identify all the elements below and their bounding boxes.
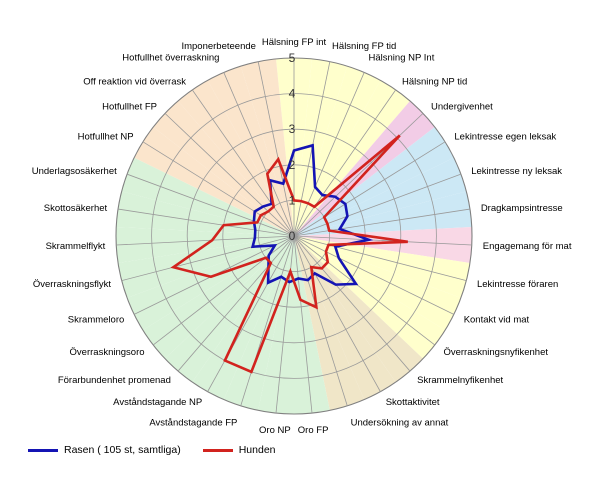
sector-overraskningsnyfikenhet <box>294 236 446 359</box>
category-label-undergivenhet: Undergivenhet <box>431 101 493 112</box>
category-label-skottosakerhet: Skottosäkerhet <box>44 203 108 214</box>
category-label-skrammelnyfikenhet: Skrammelnyfikenhet <box>417 375 503 386</box>
category-label-dragkampsintresse: Dragkampsintresse <box>481 203 563 214</box>
spoke-overraskningsflykt <box>121 235 295 282</box>
legend-item-hunden: Hunden <box>202 444 276 456</box>
spoke-oro-np <box>275 235 295 414</box>
spoke-forarbundenhet-promenad <box>177 235 295 372</box>
category-label-avstandstagande-fp: Avståndstagande FP <box>149 417 237 428</box>
category-label-halsning-fp-tid: Hälsning FP tid <box>332 41 396 52</box>
radial-tick-labels: 0 1 2 3 4 5 <box>289 51 296 243</box>
category-label-hotfullhet-overraskning: Hotfullhet överraskning <box>122 52 219 63</box>
spoke-underlagsosakerhet <box>126 173 295 237</box>
sector-halsning-np-int <box>294 66 381 236</box>
sector-skottosakerhet <box>116 191 294 236</box>
spoke-overraskningsnyfikenhet <box>293 235 436 346</box>
sector-overraskningsflykt <box>118 236 294 298</box>
sector-forarbundenhet-promenad <box>164 236 294 383</box>
spoke-skrammelflykt <box>116 235 295 246</box>
category-label-halsning-fp-int: Hälsning FP int <box>262 37 327 48</box>
spoke-hotfullhet-np <box>142 141 295 237</box>
r-tick-label-0: 0 <box>289 229 296 243</box>
sector-skrammelnyfikenhet <box>294 236 424 383</box>
spoke-engagemang-for-mat <box>293 235 472 246</box>
legend-label-rasen: Rasen ( 105 st, samtliga) <box>64 444 181 456</box>
sector-off-reaktion-vid-overrask <box>178 80 294 237</box>
sector-halsning-fp-tid <box>294 58 348 236</box>
legend-swatch-rasen <box>28 448 58 452</box>
category-label-avstandstagande-np: Avståndstagande NP <box>113 397 202 408</box>
category-label-oro-np: Oro NP <box>259 425 291 436</box>
r-tick-label-1: 1 <box>289 193 296 207</box>
spoke-skottaktivitet <box>293 235 381 392</box>
spoke-lekintresse-foraren <box>293 235 467 282</box>
data-series <box>170 134 408 374</box>
spoke-kontakt-vid-mat <box>293 235 454 315</box>
sector-kontakt-vid-mat <box>294 236 461 331</box>
legend-label-hunden: Hunden <box>238 444 276 456</box>
sector-lekintresse-ny-leksak <box>294 157 467 236</box>
spoke-undergivenhet <box>293 113 424 237</box>
spoke-lekintresse-egen-leksak <box>293 141 446 237</box>
spoke-hotfullhet-fp <box>164 113 295 237</box>
spoke-halsning-np-tid <box>293 89 397 237</box>
category-label-overraskningsoro: Överraskningsoro <box>70 347 145 358</box>
spoke-skrammelnyfikenhet <box>293 235 411 372</box>
category-label-skrammelflykt: Skrammelflykt <box>46 241 106 252</box>
spoke-lekintresse-ny-leksak <box>293 173 462 237</box>
series-line-hunden <box>170 134 408 374</box>
category-label-kontakt-vid-mat: Kontakt vid mat <box>464 315 530 326</box>
radar-grid <box>115 57 473 415</box>
category-label-overraskningsflykt: Överraskningsflykt <box>33 279 111 290</box>
category-label-lekintresse-ny-leksak: Lekintresse ny leksak <box>471 166 562 177</box>
legend-swatch-hunden <box>202 448 233 452</box>
sector-underlagsosakerhet <box>121 157 295 236</box>
sector-imponerbeteende <box>240 58 294 236</box>
r-tick-label-4: 4 <box>289 87 296 101</box>
category-label-halsning-np-int: Hälsning NP Int <box>369 52 435 63</box>
category-label-lekintresse-foraren: Lekintresse föraren <box>477 279 558 290</box>
spoke-halsning-np-int <box>293 72 365 237</box>
category-label-imponerbeteende: Imponerbeteende <box>181 41 255 52</box>
category-label-off-reaktion-vid-overrask: Off reaktion vid överrask <box>83 76 186 87</box>
spoke-undersokning-av-annat <box>293 235 348 406</box>
spoke-dragkampsintresse <box>293 208 471 237</box>
spoke-oro-fp <box>293 235 313 414</box>
colored-sectors <box>116 57 472 414</box>
category-label-overraskningsnyfikenhet: Överraskningsnyfikenhet <box>443 347 548 358</box>
spoke-off-reaktion-vid-overrask <box>191 89 295 237</box>
r-tick-label-3: 3 <box>289 122 296 136</box>
sector-dragkampsintresse <box>294 191 472 236</box>
legend: Rasen ( 105 st, samtliga) Hunden <box>28 444 298 456</box>
sector-lekintresse-egen-leksak <box>294 127 454 236</box>
spoke-skottosakerhet <box>117 208 295 237</box>
category-label-hotfullhet-np: Hotfullhet NP <box>78 132 134 143</box>
spoke-hotfullhet-overraskning <box>223 72 295 237</box>
category-label-undersokning-av-annat: Undersökning av annat <box>351 417 449 428</box>
sector-undersokning-av-annat <box>294 236 365 411</box>
r-tick-label-2: 2 <box>289 158 296 172</box>
r-tick-label-5: 5 <box>289 51 296 65</box>
sector-hotfullhet-np <box>134 127 294 236</box>
category-label-skottaktivitet: Skottaktivitet <box>386 397 440 408</box>
spoke-imponerbeteende <box>257 61 295 237</box>
category-label-underlagsosakerhet: Underlagsosäkerhet <box>32 166 117 177</box>
category-label-oro-fp: Oro FP <box>298 425 329 436</box>
category-label-forarbundenhet-promenad: Förarbundenhet promenad <box>58 375 171 386</box>
spoke-avstandstagande-np <box>207 235 295 392</box>
category-label-lekintresse-egen-leksak: Lekintresse egen leksak <box>454 132 556 143</box>
sector-skrammeloro <box>127 236 294 331</box>
category-label-skrammeloro: Skrammeloro <box>68 315 125 326</box>
legend-item-rasen: Rasen ( 105 st, samtliga) <box>28 444 181 456</box>
sector-engagemang-for-mat <box>294 226 472 263</box>
category-label-hotfullhet-fp: Hotfullhet FP <box>102 101 157 112</box>
category-label-halsning-np-tid: Hälsning NP tid <box>402 76 467 87</box>
sector-halsning-np-tid <box>294 80 410 237</box>
sector-overraskningsoro <box>142 236 294 359</box>
category-label-engagemang-for-mat: Engagemang för mat <box>483 241 572 252</box>
spoke-avstandstagande-fp <box>240 235 295 406</box>
